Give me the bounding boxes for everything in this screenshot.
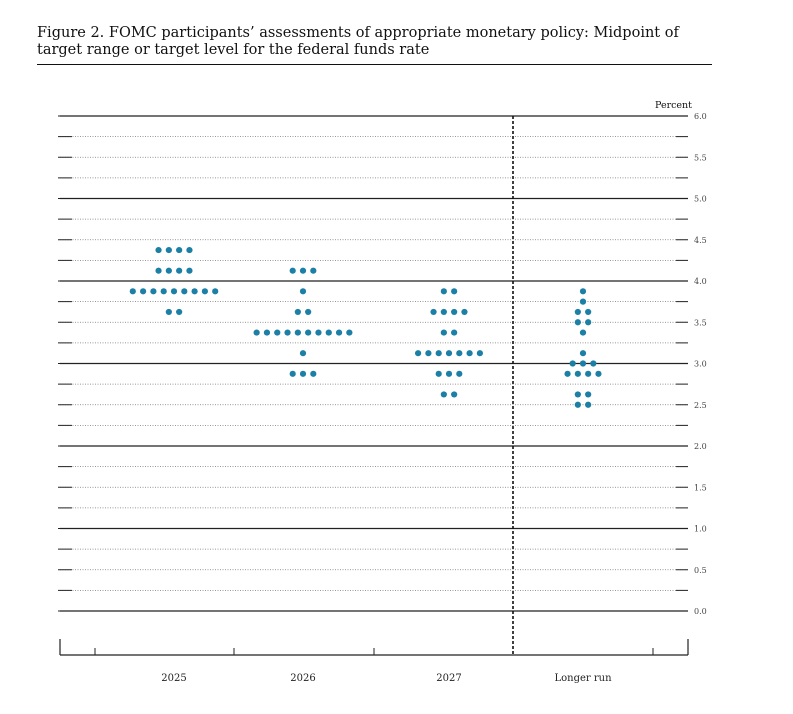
participant-dot — [451, 391, 458, 398]
participant-dot — [595, 370, 602, 377]
participant-dot — [176, 267, 183, 274]
participant-dot — [150, 288, 157, 295]
participant-dot — [585, 401, 592, 408]
participant-dot — [435, 350, 442, 357]
participant-dot — [415, 350, 422, 357]
y-tick-label: 2.5 — [694, 401, 707, 410]
participant-dot — [564, 370, 571, 377]
participant-dot — [456, 350, 463, 357]
participant-dot — [212, 288, 219, 295]
participant-dot — [201, 288, 208, 295]
participant-dot — [451, 308, 458, 316]
participant-dot — [191, 288, 198, 295]
participant-dot — [585, 391, 592, 398]
participant-dot — [263, 329, 271, 336]
participant-dot — [435, 370, 442, 377]
x-category-label: 2025 — [161, 673, 186, 684]
y-tick-label: 1.0 — [694, 525, 707, 534]
x-category-label: 2027 — [436, 673, 461, 684]
participant-dot — [315, 329, 322, 336]
y-tick-label: 4.5 — [694, 236, 707, 245]
participant-dot — [579, 350, 587, 357]
participant-dot — [305, 308, 312, 316]
participant-dot — [574, 391, 581, 398]
participant-dot — [585, 370, 592, 377]
y-tick-label: 3.0 — [694, 360, 707, 369]
participant-dot — [579, 360, 587, 367]
participant-dot — [335, 329, 343, 336]
participant-dot — [299, 267, 307, 274]
y-tick-label: 4.0 — [694, 277, 707, 286]
x-category-label: Longer run — [554, 673, 612, 684]
participant-dot — [165, 267, 172, 274]
y-axis-unit-label: Percent — [655, 100, 692, 111]
participant-dot — [445, 350, 453, 357]
y-tick-label: 5.5 — [694, 153, 707, 162]
y-tick-label: 5.0 — [694, 195, 707, 204]
participant-dot — [253, 329, 260, 336]
participant-dot — [574, 370, 581, 377]
participant-dot — [440, 288, 447, 295]
participant-dot — [284, 329, 291, 336]
participant-dot — [299, 370, 307, 377]
participant-dot — [299, 350, 307, 357]
y-tick-label: 1.5 — [694, 483, 707, 492]
participant-dot — [299, 288, 307, 295]
participant-dot — [430, 308, 437, 316]
participant-dot — [170, 288, 178, 295]
participant-dot — [466, 350, 473, 357]
caption-rule — [37, 64, 712, 65]
participant-dot — [325, 329, 332, 336]
participant-dot — [181, 288, 188, 295]
participant-dot — [440, 391, 447, 398]
participant-dot — [165, 246, 172, 254]
participant-dot — [129, 288, 136, 295]
participant-dot — [165, 308, 172, 316]
x-category-label: 2026 — [290, 673, 315, 684]
participant-dot — [451, 288, 458, 295]
participant-dot — [155, 246, 162, 254]
y-tick-label: 0.5 — [694, 566, 707, 575]
participant-dot — [310, 267, 317, 274]
participant-dot — [294, 329, 301, 336]
participant-dot — [456, 370, 463, 377]
participant-dot — [186, 267, 193, 274]
participant-dot — [176, 308, 183, 316]
participant-dot — [346, 329, 353, 336]
participant-dot — [440, 329, 447, 336]
participant-dot — [289, 267, 296, 274]
participant-dot — [440, 308, 447, 316]
participant-dot — [451, 329, 458, 336]
participant-dot — [425, 350, 432, 357]
participant-dot — [305, 329, 312, 336]
participant-dot — [445, 370, 453, 377]
y-tick-label: 2.0 — [694, 442, 707, 451]
participant-dot — [160, 288, 167, 295]
participant-dot — [574, 401, 581, 408]
participant-dot — [140, 288, 147, 295]
participant-dot — [585, 319, 592, 326]
participant-dot — [574, 308, 581, 316]
figure-caption: Figure 2. FOMC participants’ assessments… — [37, 25, 679, 58]
participant-dot — [186, 246, 193, 254]
participant-dot — [476, 350, 483, 357]
participant-dot — [590, 360, 597, 367]
participant-dot — [289, 370, 296, 377]
participant-dot — [176, 246, 183, 254]
y-tick-label: 0.0 — [694, 607, 707, 616]
participant-dot — [274, 329, 281, 336]
participant-dot — [585, 308, 592, 316]
participant-dot — [294, 308, 301, 316]
participant-dot — [155, 267, 162, 274]
participant-dot — [310, 370, 317, 377]
y-tick-label: 3.5 — [694, 318, 707, 327]
participant-dot — [579, 288, 587, 295]
participant-dot — [574, 319, 581, 326]
participant-dot — [569, 360, 576, 367]
participant-dot — [461, 308, 468, 316]
participant-dot — [579, 298, 587, 305]
y-tick-label: 6.0 — [694, 112, 707, 121]
participant-dot — [579, 329, 587, 336]
